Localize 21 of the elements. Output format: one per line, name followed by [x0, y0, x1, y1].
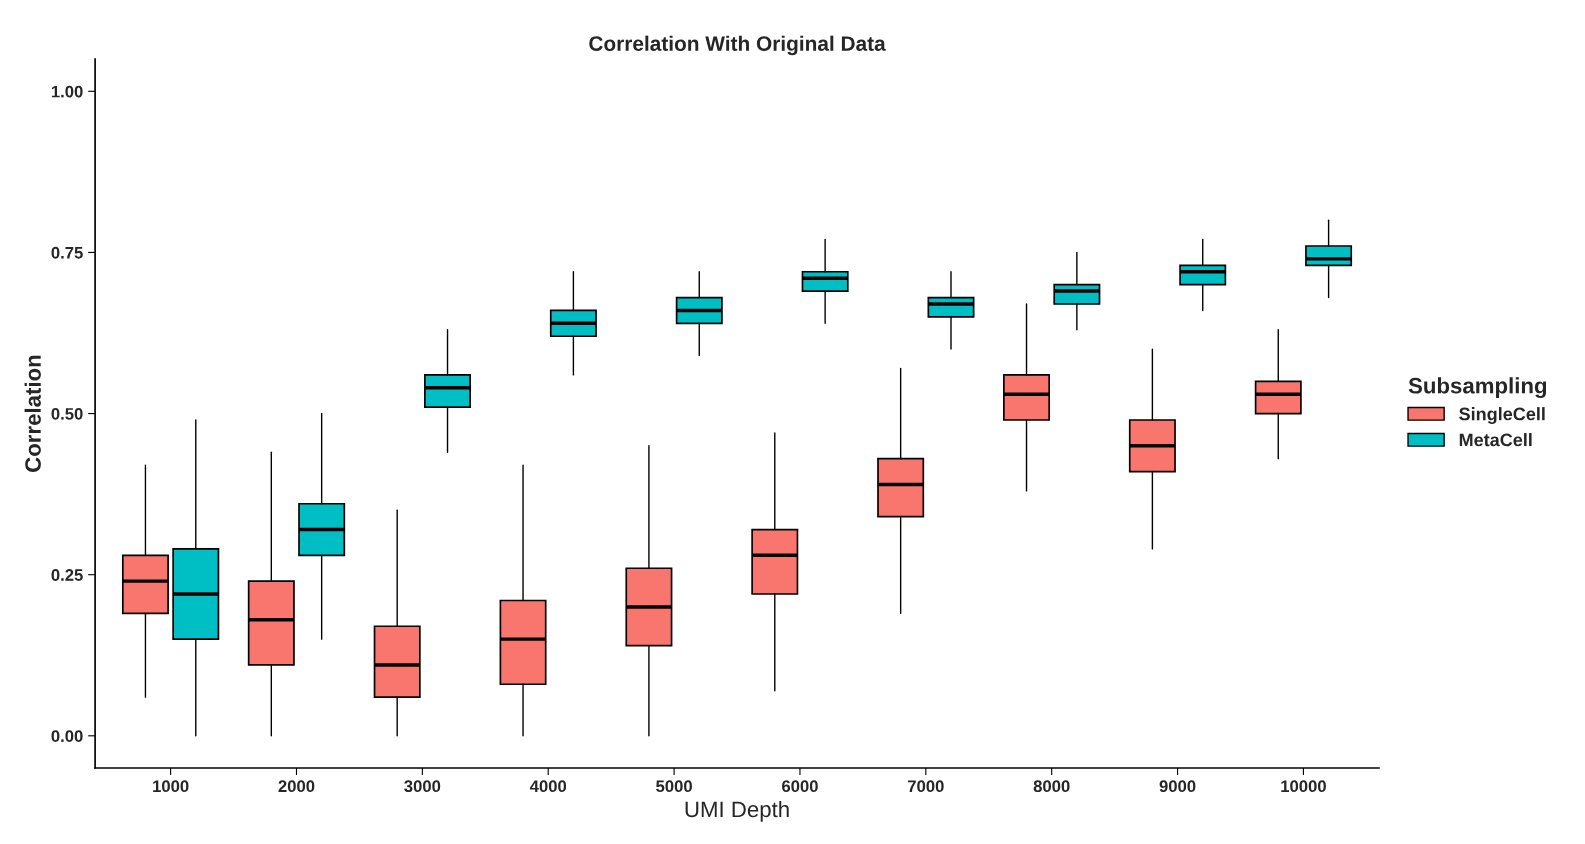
y-tick-label: 0.00: [51, 730, 83, 743]
x-tick-label: 3000: [404, 780, 441, 793]
x-tick-label: 1000: [153, 780, 189, 793]
y-tick-label: 0.50: [51, 407, 83, 420]
x-tick-label: 10000: [1281, 780, 1326, 793]
x-tick-label: 9000: [1159, 780, 1196, 793]
legend-label: SingleCell: [1459, 407, 1545, 425]
legend-title: Subsampling: [1408, 377, 1547, 399]
y-axis-title: Correlation: [24, 355, 41, 472]
y-tick-label: 0.25: [51, 569, 83, 581]
x-tick-label: 7000: [908, 780, 944, 793]
chart-title: Correlation With Original Data: [589, 35, 886, 56]
x-axis-title: UMI Depth: [685, 800, 789, 822]
x-tick-label: 2000: [278, 780, 315, 793]
x-tick-label: 6000: [782, 780, 818, 793]
x-tick-label: 4000: [529, 780, 567, 793]
y-tick-label: 0.75: [51, 246, 83, 259]
y-tick-label: 1.00: [51, 85, 83, 98]
legend-label: MetaCell: [1459, 433, 1532, 447]
x-tick-label: 5000: [656, 780, 692, 793]
x-tick-label: 8000: [1033, 780, 1070, 793]
